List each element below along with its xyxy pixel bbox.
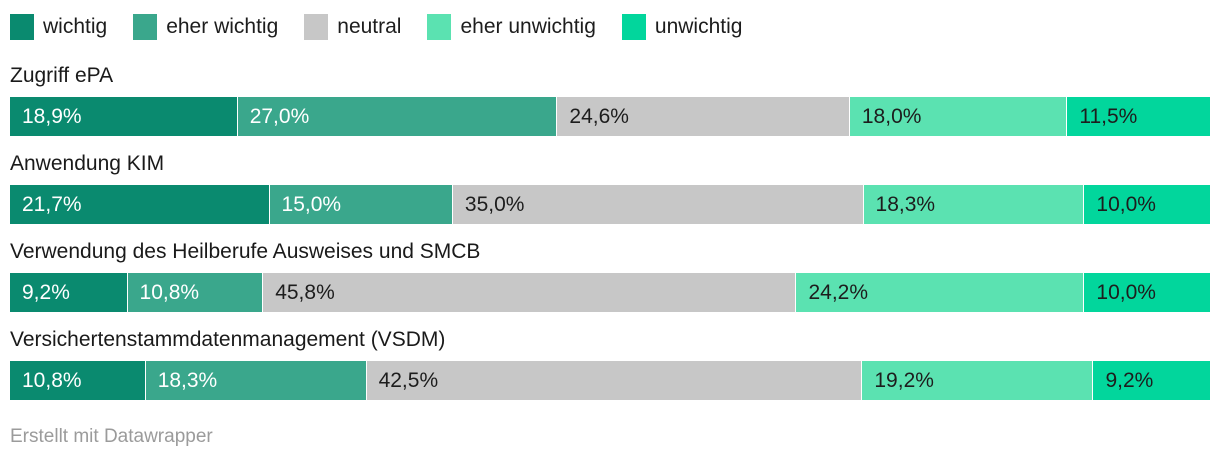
bar-row-label: Verwendung des Heilberufe Ausweises und … [10, 240, 481, 263]
bar-segment[interactable]: 45,8% [263, 273, 797, 312]
bar-segment[interactable]: 10,8% [10, 361, 146, 400]
stacked-bar: 10,8% 18,3% 42,5% 19,2% 9,2% [10, 361, 1210, 400]
legend-label: eher unwichtig [460, 15, 596, 38]
bar-segment[interactable]: 10,8% [127, 273, 264, 312]
bar-segment[interactable]: 27,0% [237, 97, 558, 136]
bar-segment[interactable]: 11,5% [1067, 97, 1210, 136]
bar-row-label: Versichertenstammdatenmanagement (VSDM) [10, 328, 446, 351]
bar-row: Anwendung KIM 21,7% 15,0% 35,0% 18,3% 10,0% [10, 151, 1210, 224]
legend-swatch-icon [133, 14, 158, 40]
bar-row: Verwendung des Heilberufe Ausweises und … [10, 239, 1210, 312]
bar-segment[interactable]: 15,0% [269, 185, 453, 224]
legend-item: eher unwichtig [427, 14, 596, 40]
bar-segment[interactable]: 18,9% [10, 97, 238, 136]
bar-segment[interactable]: 24,6% [557, 97, 850, 136]
legend-swatch-icon [427, 14, 452, 40]
bar-segment[interactable]: 18,3% [863, 185, 1085, 224]
legend-label: unwichtig [654, 15, 743, 38]
legend-label: wichtig [43, 15, 108, 38]
bar-row: Zugriff ePA 18,9% 27,0% 24,6% 18,0% 11,5% [10, 63, 1210, 136]
bar-segment[interactable]: 21,7% [10, 185, 270, 224]
bar-segment[interactable]: 18,0% [849, 97, 1068, 136]
bar-row-label: Zugriff ePA [10, 64, 114, 87]
bar-segment[interactable]: 18,3% [145, 361, 367, 400]
legend: wichtig eher wichtig neutral eher unwichtig… [10, 14, 1210, 40]
bar-rows: Zugriff ePA 18,9% 27,0% 24,6% 18,0% 11,5% Anwe… [10, 63, 1210, 400]
bar-segment[interactable]: 9,2% [1093, 361, 1210, 400]
legend-swatch-icon [10, 14, 34, 40]
legend-item: wichtig [10, 14, 107, 40]
bar-segment[interactable]: 10,0% [1084, 185, 1210, 224]
bar-row: Versichertenstammdatenmanagement (VSDM) 1… [10, 327, 1210, 400]
legend-label: eher wichtig [166, 15, 279, 38]
legend-swatch-icon [304, 14, 329, 40]
legend-item: unwichtig [621, 14, 743, 40]
bar-row-label: Anwendung KIM [10, 152, 165, 175]
stacked-bar: 18,9% 27,0% 24,6% 18,0% 11,5% [10, 97, 1210, 136]
legend-item: neutral [304, 14, 401, 40]
legend-swatch-icon [621, 14, 646, 40]
bar-segment[interactable]: 42,5% [366, 361, 863, 400]
legend-item: eher wichtig [133, 14, 278, 40]
stacked-bar: 21,7% 15,0% 35,0% 18,3% 10,0% [10, 185, 1210, 224]
bar-segment[interactable]: 35,0% [452, 185, 864, 224]
stacked-bar: 9,2% 10,8% 45,8% 24,2% 10,0% [10, 273, 1210, 312]
bar-segment[interactable]: 9,2% [10, 273, 128, 312]
legend-label: neutral [337, 15, 402, 38]
bar-segment[interactable]: 19,2% [862, 361, 1094, 400]
bar-segment[interactable]: 24,2% [796, 273, 1085, 312]
footer: Erstellt mit Datawrapper [10, 426, 1210, 448]
bar-segment[interactable]: 10,0% [1084, 273, 1210, 312]
datawrapper-credit-link[interactable]: Erstellt mit Datawrapper [10, 426, 213, 447]
